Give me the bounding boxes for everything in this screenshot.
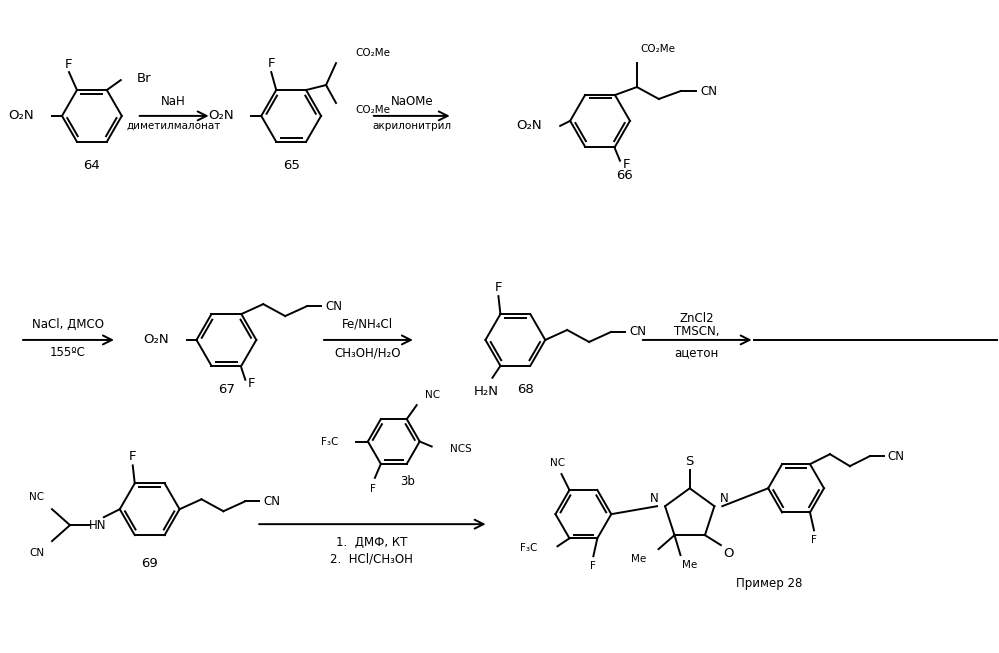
Text: CN: CN: [29, 548, 44, 558]
Text: O₂N: O₂N: [208, 110, 234, 122]
Text: F: F: [129, 450, 137, 463]
Text: S: S: [685, 455, 694, 468]
Text: H₂N: H₂N: [474, 385, 499, 398]
Text: Me: Me: [682, 560, 697, 570]
Text: F: F: [248, 377, 255, 390]
Text: HN: HN: [89, 518, 107, 532]
Text: 155ºC: 155ºC: [50, 346, 86, 359]
Text: 67: 67: [218, 383, 235, 396]
Text: 64: 64: [84, 159, 100, 172]
Text: NC: NC: [425, 390, 440, 400]
Text: CH₃OH/H₂O: CH₃OH/H₂O: [335, 346, 402, 359]
Text: Br: Br: [137, 72, 152, 85]
Text: CO₂Me: CO₂Me: [356, 48, 391, 58]
Text: O₂N: O₂N: [143, 334, 169, 347]
Text: 69: 69: [141, 558, 158, 571]
Text: ZnCl2: ZnCl2: [679, 311, 714, 325]
Text: Fe/NH₄Cl: Fe/NH₄Cl: [343, 317, 394, 330]
Text: N: N: [650, 492, 659, 505]
Text: NaCl, ДМСО: NaCl, ДМСО: [32, 317, 104, 330]
Text: CN: CN: [700, 84, 717, 97]
Text: F: F: [370, 484, 376, 494]
Text: F: F: [590, 561, 596, 571]
Text: CN: CN: [888, 450, 905, 463]
Text: 3b: 3b: [401, 475, 416, 488]
Text: 2.  HCl/CH₃OH: 2. HCl/CH₃OH: [331, 552, 414, 565]
Text: NC: NC: [29, 492, 44, 502]
Text: F₃C: F₃C: [321, 436, 338, 447]
Text: Me: Me: [631, 554, 646, 564]
Text: F: F: [811, 535, 817, 545]
Text: акрилонитрил: акрилонитрил: [373, 121, 452, 131]
Text: NCS: NCS: [450, 445, 472, 454]
Text: 65: 65: [283, 159, 300, 172]
Text: Пример 28: Пример 28: [736, 577, 802, 590]
Text: диметилмалонат: диметилмалонат: [127, 121, 221, 131]
Text: O: O: [723, 547, 734, 560]
Text: NaOMe: NaOMe: [391, 95, 433, 108]
Text: F: F: [623, 158, 630, 171]
Text: F: F: [495, 281, 502, 294]
Text: NC: NC: [549, 458, 565, 468]
Text: 68: 68: [516, 383, 533, 396]
Text: CN: CN: [629, 325, 646, 338]
Text: CN: CN: [264, 495, 281, 508]
Text: F: F: [268, 57, 275, 70]
Text: O₂N: O₂N: [8, 110, 34, 122]
Text: CO₂Me: CO₂Me: [640, 44, 675, 54]
Text: NaH: NaH: [161, 95, 186, 108]
Text: F₃C: F₃C: [520, 543, 537, 553]
Text: CO₂Me: CO₂Me: [356, 105, 391, 115]
Text: 66: 66: [616, 169, 633, 182]
Text: ацетон: ацетон: [674, 346, 719, 359]
Text: 1.  ДМФ, КТ: 1. ДМФ, КТ: [337, 535, 408, 549]
Text: O₂N: O₂N: [516, 119, 542, 133]
Text: TMSCN,: TMSCN,: [674, 325, 719, 338]
Text: CN: CN: [325, 300, 342, 313]
Text: N: N: [720, 492, 729, 505]
Text: F: F: [65, 57, 73, 71]
